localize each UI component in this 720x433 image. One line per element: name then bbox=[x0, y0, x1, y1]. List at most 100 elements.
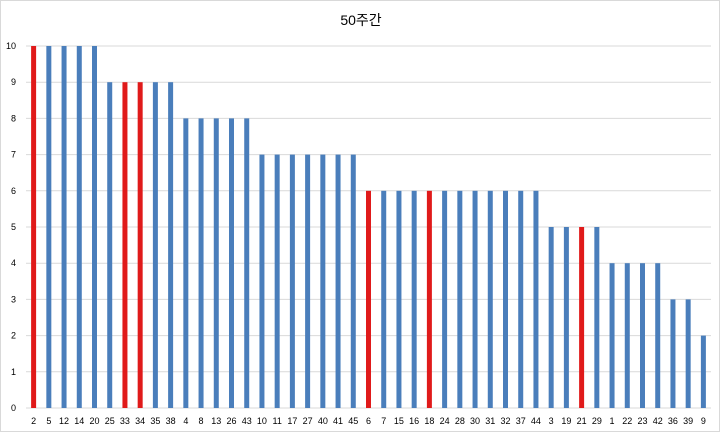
x-tick-label: 29 bbox=[592, 416, 602, 426]
bar-2 bbox=[31, 46, 37, 408]
y-tick-label: 10 bbox=[6, 41, 16, 51]
x-tick-label: 9 bbox=[701, 416, 706, 426]
y-tick-label: 3 bbox=[11, 294, 16, 304]
x-tick-label: 2 bbox=[31, 416, 36, 426]
x-tick-label: 34 bbox=[135, 416, 145, 426]
bars bbox=[31, 46, 706, 409]
bar-42 bbox=[655, 263, 661, 408]
bar-34 bbox=[137, 82, 143, 408]
x-tick-label: 28 bbox=[455, 416, 465, 426]
bar-43 bbox=[244, 118, 250, 409]
y-tick-label: 7 bbox=[11, 150, 16, 160]
x-tick-label: 5 bbox=[46, 416, 51, 426]
x-tick-label: 41 bbox=[333, 416, 343, 426]
bar-1 bbox=[609, 263, 615, 408]
y-tick-label: 1 bbox=[11, 367, 16, 377]
x-tick-label: 35 bbox=[150, 416, 160, 426]
x-tick-label: 10 bbox=[257, 416, 267, 426]
bar-5 bbox=[46, 46, 52, 408]
bar-11 bbox=[274, 154, 280, 408]
x-tick-label: 21 bbox=[577, 416, 587, 426]
x-tick-label: 39 bbox=[683, 416, 693, 426]
bar-44 bbox=[533, 190, 539, 408]
bar-20 bbox=[92, 46, 97, 408]
x-axis-ticks: 2 5 12 14 20 25 33 34 35 38 4 8 13 26 43 10 11 17 27 40 41 45… bbox=[31, 416, 706, 426]
x-tick-label: 37 bbox=[516, 416, 526, 426]
bar-7 bbox=[381, 190, 387, 408]
bar-33 bbox=[122, 82, 128, 408]
bar-15 bbox=[396, 190, 402, 408]
bar-19 bbox=[563, 227, 569, 408]
bar-18 bbox=[426, 190, 432, 408]
x-tick-label: 33 bbox=[120, 416, 130, 426]
bar-28 bbox=[457, 190, 463, 408]
bar-17 bbox=[289, 154, 295, 408]
y-tick-label: 2 bbox=[11, 331, 16, 341]
x-tick-label: 19 bbox=[561, 416, 571, 426]
x-tick-label: 8 bbox=[199, 416, 204, 426]
x-tick-label: 1 bbox=[610, 416, 615, 426]
x-tick-label: 18 bbox=[424, 416, 434, 426]
x-tick-label: 43 bbox=[242, 416, 252, 426]
x-tick-label: 4 bbox=[183, 416, 188, 426]
y-tick-label: 6 bbox=[11, 186, 16, 196]
bar-35 bbox=[152, 82, 158, 408]
bar-38 bbox=[168, 82, 174, 408]
bar-4 bbox=[183, 118, 189, 409]
y-axis-ticks: 0 1 2 3 4 5 6 7 8 9 10 bbox=[6, 41, 16, 413]
x-tick-label: 14 bbox=[74, 416, 84, 426]
x-tick-label: 22 bbox=[622, 416, 632, 426]
bar-32 bbox=[503, 190, 508, 408]
x-tick-label: 6 bbox=[366, 416, 371, 426]
bar-9 bbox=[700, 335, 706, 408]
x-tick-label: 12 bbox=[59, 416, 69, 426]
x-tick-label: 42 bbox=[653, 416, 663, 426]
x-tick-label: 17 bbox=[287, 416, 297, 426]
x-tick-label: 44 bbox=[531, 416, 541, 426]
bar-14 bbox=[76, 46, 82, 408]
bar-16 bbox=[411, 190, 417, 408]
bar-31 bbox=[487, 190, 493, 408]
bar-3 bbox=[548, 227, 554, 408]
x-tick-label: 7 bbox=[381, 416, 386, 426]
bar-39 bbox=[685, 299, 691, 408]
bar-23 bbox=[640, 263, 645, 408]
x-tick-label: 16 bbox=[409, 416, 419, 426]
x-tick-label: 20 bbox=[89, 416, 99, 426]
x-tick-label: 30 bbox=[470, 416, 480, 426]
y-tick-label: 9 bbox=[11, 77, 16, 87]
x-tick-label: 23 bbox=[637, 416, 647, 426]
y-tick-label: 5 bbox=[11, 222, 16, 232]
bar-37 bbox=[518, 190, 524, 408]
bar-24 bbox=[442, 190, 448, 408]
x-tick-label: 24 bbox=[440, 416, 450, 426]
x-tick-label: 45 bbox=[348, 416, 358, 426]
bar-22 bbox=[624, 263, 630, 408]
chart-title: 50주간 bbox=[340, 12, 381, 28]
bar-13 bbox=[213, 118, 219, 409]
bar-8 bbox=[198, 118, 204, 409]
x-tick-label: 38 bbox=[166, 416, 176, 426]
x-tick-label: 11 bbox=[272, 416, 281, 426]
y-tick-label: 0 bbox=[11, 403, 16, 413]
x-tick-label: 26 bbox=[226, 416, 236, 426]
bar-30 bbox=[472, 190, 478, 408]
bar-12 bbox=[61, 46, 67, 408]
bar-26 bbox=[229, 118, 234, 409]
x-tick-label: 15 bbox=[394, 416, 404, 426]
bar-27 bbox=[305, 154, 311, 408]
bar-6 bbox=[366, 190, 371, 408]
x-tick-label: 36 bbox=[668, 416, 678, 426]
bar-21 bbox=[579, 227, 585, 408]
bar-45 bbox=[350, 154, 356, 408]
bar-40 bbox=[320, 154, 326, 408]
x-tick-label: 25 bbox=[105, 416, 115, 426]
bar-29 bbox=[594, 227, 600, 408]
x-tick-label: 13 bbox=[211, 416, 221, 426]
x-tick-label: 31 bbox=[485, 416, 495, 426]
x-tick-label: 40 bbox=[318, 416, 328, 426]
bar-10 bbox=[259, 154, 265, 408]
x-tick-label: 3 bbox=[549, 416, 554, 426]
